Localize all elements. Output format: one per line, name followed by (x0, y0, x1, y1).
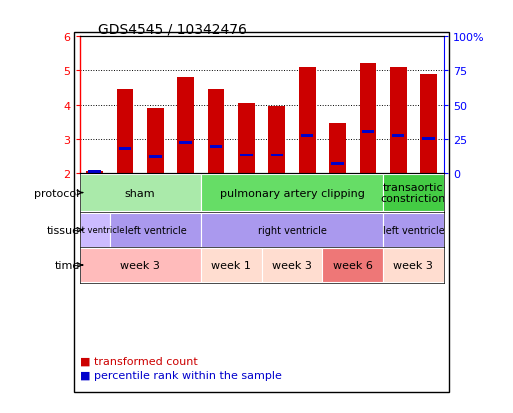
Text: right ventricle: right ventricle (65, 226, 125, 235)
Bar (119, 147, 131, 150)
Text: ■ percentile rank within the sample: ■ percentile rank within the sample (80, 370, 282, 380)
Bar (110, 214, 201, 247)
Text: ■ transformed count: ■ transformed count (80, 356, 198, 366)
Bar (268, 107, 285, 173)
Bar (383, 249, 444, 282)
Text: sham: sham (125, 188, 155, 198)
Bar (360, 64, 376, 173)
Bar (177, 78, 194, 173)
Bar (88, 171, 101, 173)
Bar (210, 145, 222, 148)
Text: week 3: week 3 (272, 260, 312, 271)
Bar (208, 90, 225, 173)
Text: week 6: week 6 (333, 260, 372, 271)
Text: right ventricle: right ventricle (258, 225, 326, 235)
Text: pulmonary artery clipping: pulmonary artery clipping (220, 188, 364, 198)
Bar (240, 154, 253, 157)
Bar (420, 75, 437, 173)
Bar (301, 135, 313, 138)
Bar (180, 141, 192, 144)
Text: tissue: tissue (47, 225, 80, 235)
Bar (362, 131, 374, 133)
Bar (383, 174, 444, 212)
Bar (329, 123, 346, 173)
Text: week 3: week 3 (393, 260, 433, 271)
Bar (392, 135, 404, 138)
Text: left ventricle: left ventricle (125, 225, 186, 235)
Bar (80, 214, 110, 247)
Text: transaortic
constriction: transaortic constriction (381, 182, 446, 204)
Text: protocol: protocol (34, 188, 80, 198)
Text: GDS4545 / 10342476: GDS4545 / 10342476 (97, 22, 247, 36)
Bar (201, 214, 383, 247)
Bar (86, 172, 103, 173)
Text: week 1: week 1 (211, 260, 251, 271)
Bar (390, 68, 407, 173)
Bar (149, 156, 162, 159)
Bar (262, 249, 322, 282)
Bar (116, 90, 133, 173)
Bar (422, 138, 435, 141)
Bar (270, 154, 283, 157)
Bar (201, 249, 262, 282)
Text: week 3: week 3 (120, 260, 160, 271)
Text: time: time (54, 260, 80, 271)
Bar (238, 104, 255, 173)
Bar (383, 214, 444, 247)
Text: left ventricle: left ventricle (383, 225, 444, 235)
Bar (299, 68, 315, 173)
Bar (322, 249, 383, 282)
Bar (331, 163, 344, 165)
Bar (80, 174, 201, 212)
Bar (147, 109, 164, 173)
Bar (201, 174, 383, 212)
Bar (80, 249, 201, 282)
